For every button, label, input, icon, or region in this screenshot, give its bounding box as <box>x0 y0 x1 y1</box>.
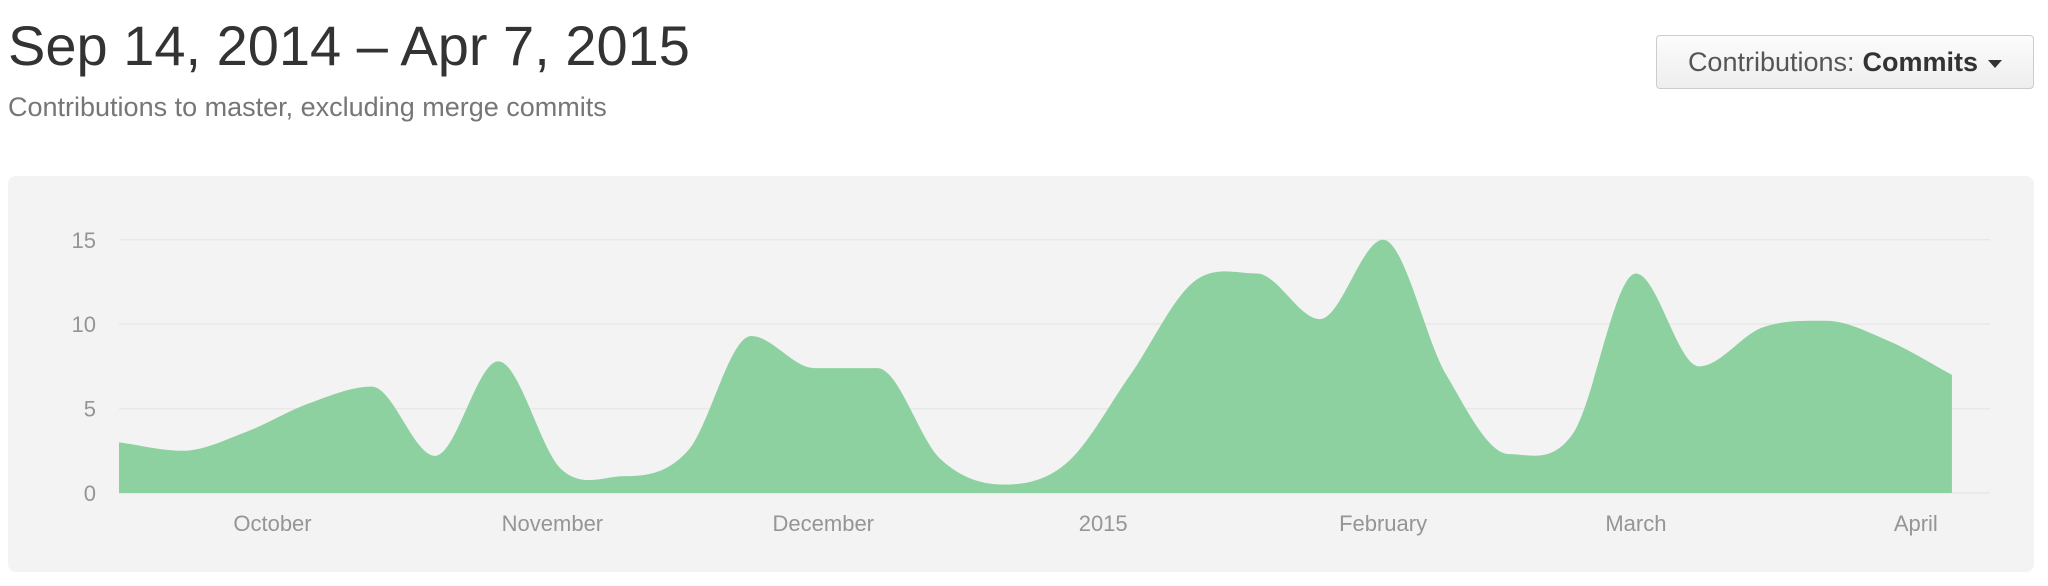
x-tick-label: March <box>1605 511 1666 536</box>
data-point[interactable] <box>1251 268 1263 280</box>
x-tick-label: October <box>233 511 311 536</box>
data-point[interactable] <box>1756 322 1768 334</box>
data-point[interactable] <box>1504 448 1516 460</box>
x-tick-label: December <box>773 511 874 536</box>
data-point[interactable] <box>1314 313 1326 325</box>
data-point[interactable] <box>1377 234 1389 246</box>
data-point[interactable] <box>1061 457 1073 469</box>
data-point[interactable] <box>1440 369 1452 381</box>
y-tick-label: 10 <box>72 312 96 337</box>
y-tick-label: 5 <box>84 397 96 422</box>
data-point[interactable] <box>366 381 378 393</box>
data-point[interactable] <box>176 445 188 457</box>
data-point[interactable] <box>1567 428 1579 440</box>
data-point[interactable] <box>1124 369 1136 381</box>
data-point[interactable] <box>429 450 441 462</box>
page-subtitle: Contributions to master, excluding merge… <box>8 92 607 122</box>
data-point[interactable] <box>113 436 125 448</box>
data-point[interactable] <box>619 470 631 482</box>
data-point[interactable] <box>1883 335 1895 347</box>
data-point[interactable] <box>808 362 820 374</box>
data-point[interactable] <box>745 330 757 342</box>
data-point[interactable] <box>1820 315 1832 327</box>
dropdown-selected-value: Commits <box>1862 46 1979 77</box>
data-point[interactable] <box>1187 276 1199 288</box>
data-point[interactable] <box>682 445 694 457</box>
data-point[interactable] <box>1946 369 1958 381</box>
data-point[interactable] <box>998 479 1010 491</box>
caret-down-icon <box>1988 60 2003 68</box>
data-point[interactable] <box>239 426 251 438</box>
data-point[interactable] <box>303 398 315 410</box>
data-point[interactable] <box>871 362 883 374</box>
contributions-type-dropdown[interactable]: Contributions: Commits <box>1656 35 2034 89</box>
x-tick-label: February <box>1339 511 1427 536</box>
commits-area-series <box>119 239 1952 493</box>
y-tick-label: 0 <box>84 481 96 506</box>
data-point[interactable] <box>935 453 947 465</box>
data-point[interactable] <box>555 463 567 475</box>
dropdown-label: Contributions: <box>1687 46 1855 77</box>
x-tick-label: April <box>1894 511 1938 536</box>
page-title: Sep 14, 2014 – Apr 7, 2015 <box>8 14 690 77</box>
chart-panel: 0 5 10 15 October November December 2015 Februar… <box>8 176 2034 572</box>
y-tick-label: 15 <box>72 228 96 253</box>
x-tick-label: 2015 <box>1079 511 1128 536</box>
data-point[interactable] <box>492 355 504 367</box>
data-point[interactable] <box>1693 360 1705 372</box>
x-tick-label: November <box>502 511 603 536</box>
contributions-chart: 0 5 10 15 October November December 2015 Februar… <box>72 228 1990 536</box>
data-point[interactable] <box>1630 268 1642 280</box>
